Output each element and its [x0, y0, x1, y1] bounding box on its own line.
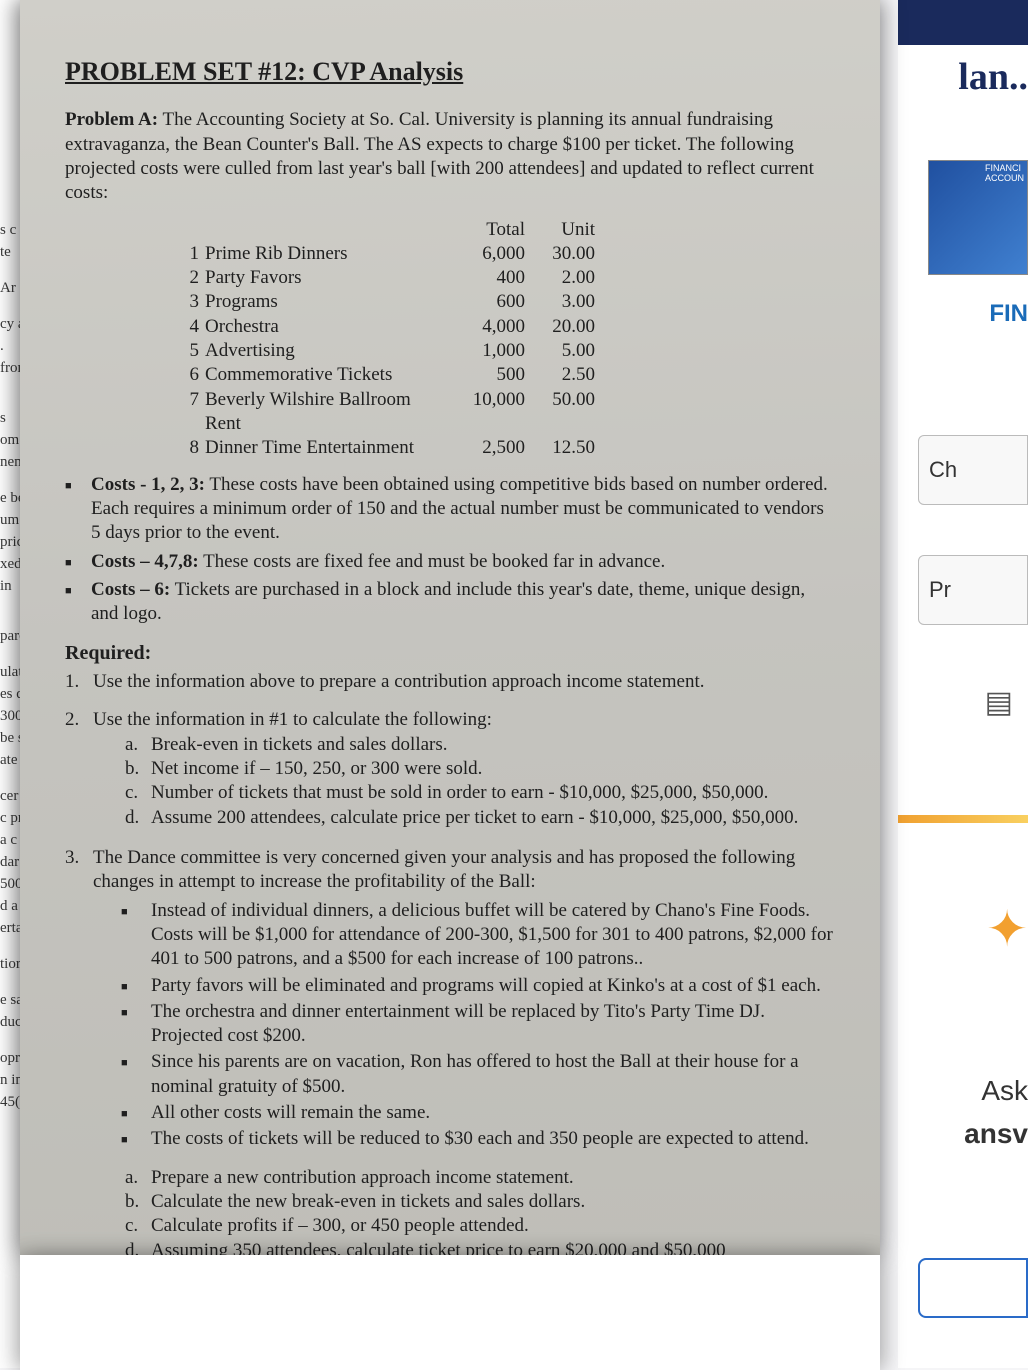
- cost-note: ■Costs - 1, 2, 3: These costs have been …: [65, 473, 835, 546]
- required-heading: Required:: [65, 641, 835, 667]
- cost-row: 1Prime Rib Dinners6,00030.00: [185, 242, 835, 266]
- cost-row: 2Party Favors4002.00: [185, 266, 835, 290]
- top-nav-bar: [898, 0, 1028, 45]
- ask-fragment: Ask: [981, 1075, 1028, 1107]
- q3-bullet: ■The orchestra and dinner entertainment …: [121, 1000, 835, 1049]
- cost-row: 6Commemorative Tickets5002.50: [185, 363, 835, 387]
- orange-strip: [898, 815, 1028, 823]
- cost-row: 8Dinner Time Entertainment2,50012.50: [185, 436, 835, 460]
- cost-notes: ■Costs - 1, 2, 3: These costs have been …: [65, 473, 835, 627]
- cost-row: 7Beverly Wilshire Ballroom Rent10,00050.…: [185, 388, 835, 437]
- fin-fragment: FIN: [989, 300, 1028, 328]
- side-box-ch[interactable]: Ch: [918, 435, 1028, 505]
- cost-row: 3Programs6003.00: [185, 290, 835, 314]
- question-3: 3. The Dance committee is very concerned…: [65, 846, 835, 1263]
- q3-subitem: c.Calculate profits if – 300, or 450 peo…: [125, 1214, 835, 1238]
- problem-a-paragraph: Problem A: The Accounting Society at So.…: [65, 108, 835, 205]
- sparkle-icon: ✦: [986, 900, 1028, 958]
- textbook-label: FINANCI ACCOUN: [985, 164, 1024, 184]
- cost-row: 5Advertising1,0005.00: [185, 339, 835, 363]
- q2-subitem: c.Number of tickets that must be sold in…: [125, 781, 835, 805]
- ans-fragment: ansv: [964, 1118, 1028, 1150]
- cost-note: ■Costs – 4,7,8: These costs are fixed fe…: [65, 550, 835, 574]
- q2-subitem: d.Assume 200 attendees, calculate price …: [125, 806, 835, 830]
- background-right-panel: lan.. FINANCI ACCOUN FIN Ch Pr ▤ ✦ Ask a…: [898, 0, 1028, 1368]
- side-box-pr[interactable]: Pr: [918, 555, 1028, 625]
- cost-table: Total Unit 1Prime Rib Dinners6,00030.002…: [185, 218, 835, 461]
- book-icon[interactable]: ▤: [985, 685, 1013, 720]
- cost-note: ■Costs – 6: Tickets are purchased in a b…: [65, 578, 835, 627]
- question-2: 2. Use the information in #1 to calculat…: [65, 708, 835, 830]
- bottom-blue-box[interactable]: [918, 1258, 1028, 1318]
- q3-bullet: ■Since his parents are on vacation, Ron …: [121, 1050, 835, 1099]
- q3-bullet: ■Instead of individual dinners, a delici…: [121, 899, 835, 972]
- q3-bullet: ■All other costs will remain the same.: [121, 1101, 835, 1125]
- q3-subitem: b.Calculate the new break-even in ticket…: [125, 1190, 835, 1214]
- q3-bullet: ■Party favors will be eliminated and pro…: [121, 974, 835, 998]
- q2-subitem: a.Break-even in tickets and sales dollar…: [125, 733, 835, 757]
- problem-a-text: The Accounting Society at So. Cal. Unive…: [65, 109, 814, 203]
- col-total: Total: [445, 218, 525, 242]
- problem-set-document: PROBLEM SET #12: CVP Analysis Problem A:…: [20, 0, 880, 1255]
- plan-fragment: lan..: [958, 55, 1028, 99]
- q2-subitem: b.Net income if – 150, 250, or 300 were …: [125, 757, 835, 781]
- question-1: 1. Use the information above to prepare …: [65, 670, 835, 694]
- cost-row: 4Orchestra4,00020.00: [185, 315, 835, 339]
- document-title: PROBLEM SET #12: CVP Analysis: [65, 55, 835, 88]
- q3-subitem: a.Prepare a new contribution approach in…: [125, 1166, 835, 1190]
- problem-a-label: Problem A:: [65, 109, 158, 130]
- col-unit: Unit: [525, 218, 595, 242]
- page-bottom-white: [20, 1255, 880, 1370]
- q3-bullet: ■The costs of tickets will be reduced to…: [121, 1127, 835, 1151]
